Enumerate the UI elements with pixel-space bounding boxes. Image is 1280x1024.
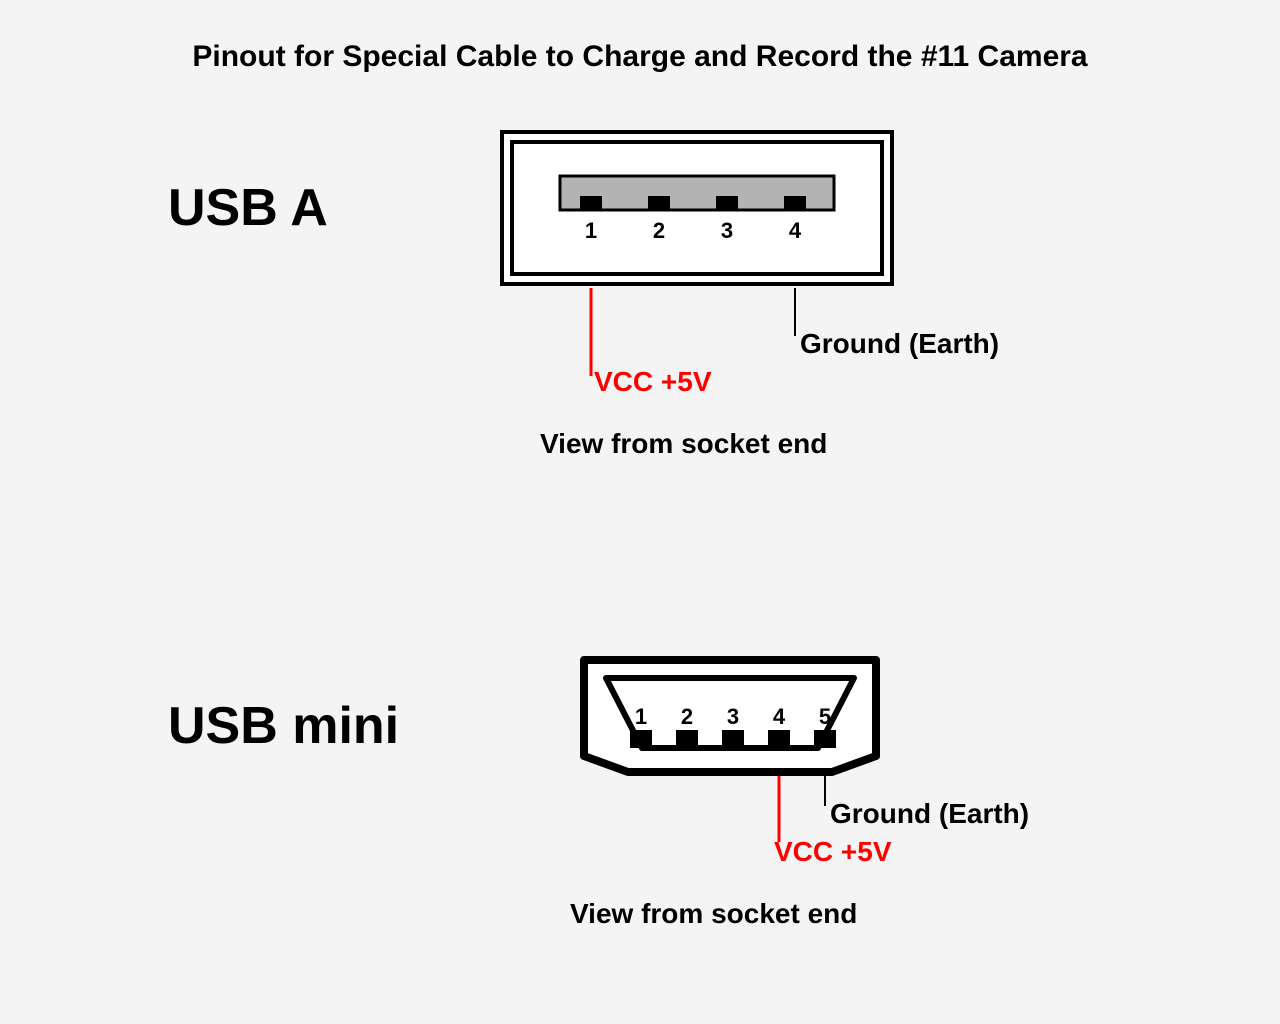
svg-text:4: 4 [773, 704, 786, 729]
usb-mini-gnd-label: Ground (Earth) [830, 798, 1029, 830]
usb-a-caption: View from socket end [540, 428, 827, 460]
usb-mini-vcc-label: VCC +5V [774, 836, 892, 868]
usb-a-label: USB A [168, 178, 328, 238]
svg-text:4: 4 [789, 218, 802, 243]
svg-text:5: 5 [819, 704, 831, 729]
svg-text:2: 2 [653, 218, 665, 243]
usb-mini-label: USB mini [168, 696, 399, 756]
svg-text:3: 3 [721, 218, 733, 243]
page-title: Pinout for Special Cable to Charge and R… [0, 40, 1280, 74]
usb-mini-caption: View from socket end [570, 898, 857, 930]
usb-a-gnd-label: Ground (Earth) [800, 328, 999, 360]
svg-text:1: 1 [635, 704, 647, 729]
usb-a-vcc-label: VCC +5V [594, 366, 712, 398]
svg-text:3: 3 [727, 704, 739, 729]
svg-text:1: 1 [585, 218, 597, 243]
svg-text:2: 2 [681, 704, 693, 729]
